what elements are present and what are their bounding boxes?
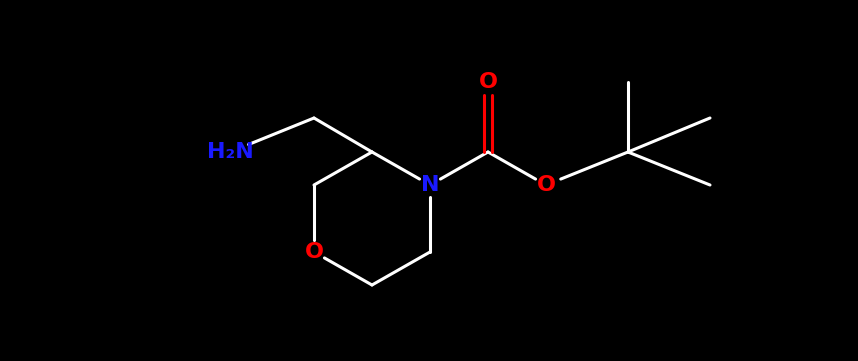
Text: H₂N: H₂N — [207, 142, 253, 162]
Text: O: O — [536, 175, 555, 195]
Text: O: O — [305, 242, 323, 262]
Text: N: N — [420, 175, 439, 195]
Text: O: O — [479, 72, 498, 92]
